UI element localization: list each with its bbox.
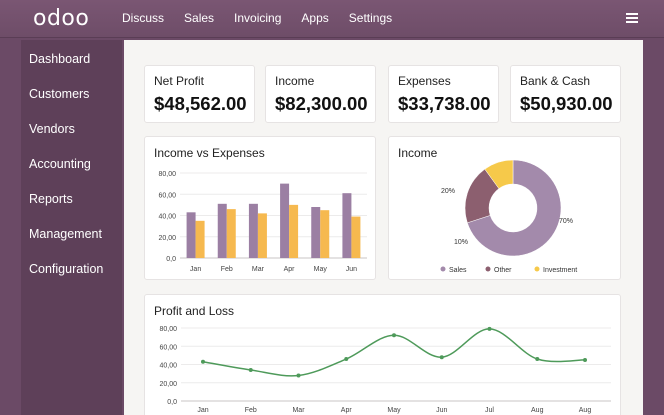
kpi-label: Bank & Cash (520, 74, 591, 88)
main-menu: Discuss Sales Invoicing Apps Settings (122, 11, 412, 25)
sidebar-item-management[interactable]: Management (29, 227, 102, 241)
chart-title: Income (398, 146, 438, 160)
x-tick-label: Jun (436, 407, 447, 414)
bar-series1 (186, 212, 196, 258)
menu-sales[interactable]: Sales (184, 11, 215, 25)
kpi-value: $33,738.00 (398, 93, 491, 114)
bar-series1 (280, 183, 290, 258)
x-tick-label: Mar (292, 407, 305, 414)
kpi-label: Net Profit (154, 74, 205, 88)
kpi-card-bank-cash[interactable]: Bank & Cash $50,930.00 (510, 65, 621, 123)
sidebar-item-customers[interactable]: Customers (29, 87, 90, 101)
bar-series2 (257, 213, 267, 258)
data-point (439, 355, 444, 360)
data-point (535, 357, 540, 362)
donut-chart: 70% 20% 10% Sales Other Investment (440, 159, 577, 274)
bar-series2 (320, 210, 330, 258)
y-tick-label: 20,00 (159, 381, 177, 388)
sidebar-item-reports[interactable]: Reports (29, 192, 73, 206)
bar-series1 (248, 203, 258, 258)
bar-series2 (351, 216, 361, 258)
data-point (344, 357, 349, 362)
legend-swatch (440, 266, 446, 272)
bar-series1 (342, 193, 352, 258)
x-tick-label: Feb (221, 266, 233, 273)
x-tick-label: Jul (485, 407, 494, 414)
bar-series1 (311, 207, 321, 258)
donut-slice-investment (484, 159, 514, 189)
kpi-value: $82,300.00 (275, 93, 368, 114)
y-tick-label: 40,00 (159, 363, 177, 370)
x-tick-label: May (387, 407, 401, 414)
sidebar-item-accounting[interactable]: Accounting (29, 157, 91, 171)
dashboard-main: Net Profit $48,562.00 Income $82,300.00 … (124, 40, 643, 415)
sidebar: Dashboard Customers Vendors Accounting R… (21, 40, 122, 415)
data-point (583, 357, 587, 362)
legend-swatch (534, 266, 540, 272)
kpi-value: $50,930.00 (520, 93, 613, 114)
x-tick-label: Mar (252, 266, 265, 273)
legend-label: Other (494, 267, 512, 274)
sidebar-item-configuration[interactable]: Configuration (29, 262, 104, 276)
data-point (201, 359, 205, 364)
x-tick-label: May (314, 266, 328, 273)
kpi-card-expenses[interactable]: Expenses $33,738.00 (388, 65, 499, 123)
y-tick-label: 80,00 (158, 171, 176, 178)
kpi-card-net-profit[interactable]: Net Profit $48,562.00 (144, 65, 255, 123)
x-tick-label: Apr (341, 407, 353, 414)
donut-slice-sales (467, 159, 562, 257)
y-tick-label: 0,0 (166, 256, 176, 263)
y-tick-label: 40,00 (158, 214, 176, 221)
bar-series1 (217, 203, 227, 258)
hamburger-menu-icon[interactable] (626, 13, 638, 23)
legend-label: Sales (449, 267, 467, 274)
data-point (248, 367, 253, 372)
data-point (487, 326, 492, 331)
y-tick-label: 20,00 (158, 235, 176, 242)
kpi-card-income[interactable]: Income $82,300.00 (265, 65, 376, 123)
bar-chart: 0,0 20,00 40,00 60,00 80,00 Jan Feb Mar Apr May Ju… (158, 171, 367, 273)
y-tick-label: 60,00 (158, 192, 176, 199)
profit-loss-card: Profit and Loss 0,0 20,00 40,00 60,00 80,00 J… (144, 294, 621, 415)
chart-title: Income vs Expenses (154, 146, 265, 160)
slice-label: 70% (559, 218, 573, 225)
menu-apps[interactable]: Apps (301, 11, 329, 25)
bar-series2 (226, 209, 236, 258)
x-tick-label: Jan (190, 266, 201, 273)
x-tick-label: Feb (245, 407, 257, 414)
x-tick-label: Jun (346, 266, 357, 273)
kpi-label: Expenses (398, 74, 451, 88)
slice-label: 20% (441, 188, 455, 195)
y-tick-label: 60,00 (159, 344, 177, 351)
legend-label: Investment (543, 267, 577, 274)
data-point (296, 373, 301, 378)
menu-settings[interactable]: Settings (348, 11, 393, 25)
y-tick-label: 80,00 (159, 326, 177, 333)
kpi-value: $48,562.00 (154, 93, 247, 114)
income-donut-card: Income 70% 20% 10% Sales Other Investment (388, 136, 621, 280)
data-point (392, 333, 396, 338)
income-vs-expenses-card: Income vs Expenses 0,0 20,00 40,00 60,00 80,… (144, 136, 376, 280)
line-chart: 0,0 20,00 40,00 60,00 80,00 Jan Feb Mar Apr May Ju… (159, 326, 611, 414)
bar-series2 (289, 204, 299, 258)
chart-title: Profit and Loss (154, 304, 235, 318)
x-tick-label: Jan (197, 407, 208, 414)
menu-invoicing[interactable]: Invoicing (234, 11, 282, 25)
y-tick-label: 0,0 (167, 399, 177, 406)
slice-label: 10% (454, 239, 468, 246)
bar-series2 (195, 220, 205, 258)
x-tick-label: Apr (284, 266, 296, 273)
menu-discuss[interactable]: Discuss (122, 11, 165, 25)
sidebar-item-vendors[interactable]: Vendors (29, 122, 75, 136)
x-tick-label: Aug (579, 407, 592, 414)
top-navbar: odoo Discuss Sales Invoicing Apps Settin… (0, 0, 664, 38)
sidebar-item-dashboard[interactable]: Dashboard (29, 52, 91, 66)
odoo-logo[interactable]: odoo (33, 6, 90, 31)
kpi-label: Income (275, 74, 315, 88)
x-tick-label: Aug (531, 407, 544, 414)
legend-swatch (485, 266, 491, 272)
